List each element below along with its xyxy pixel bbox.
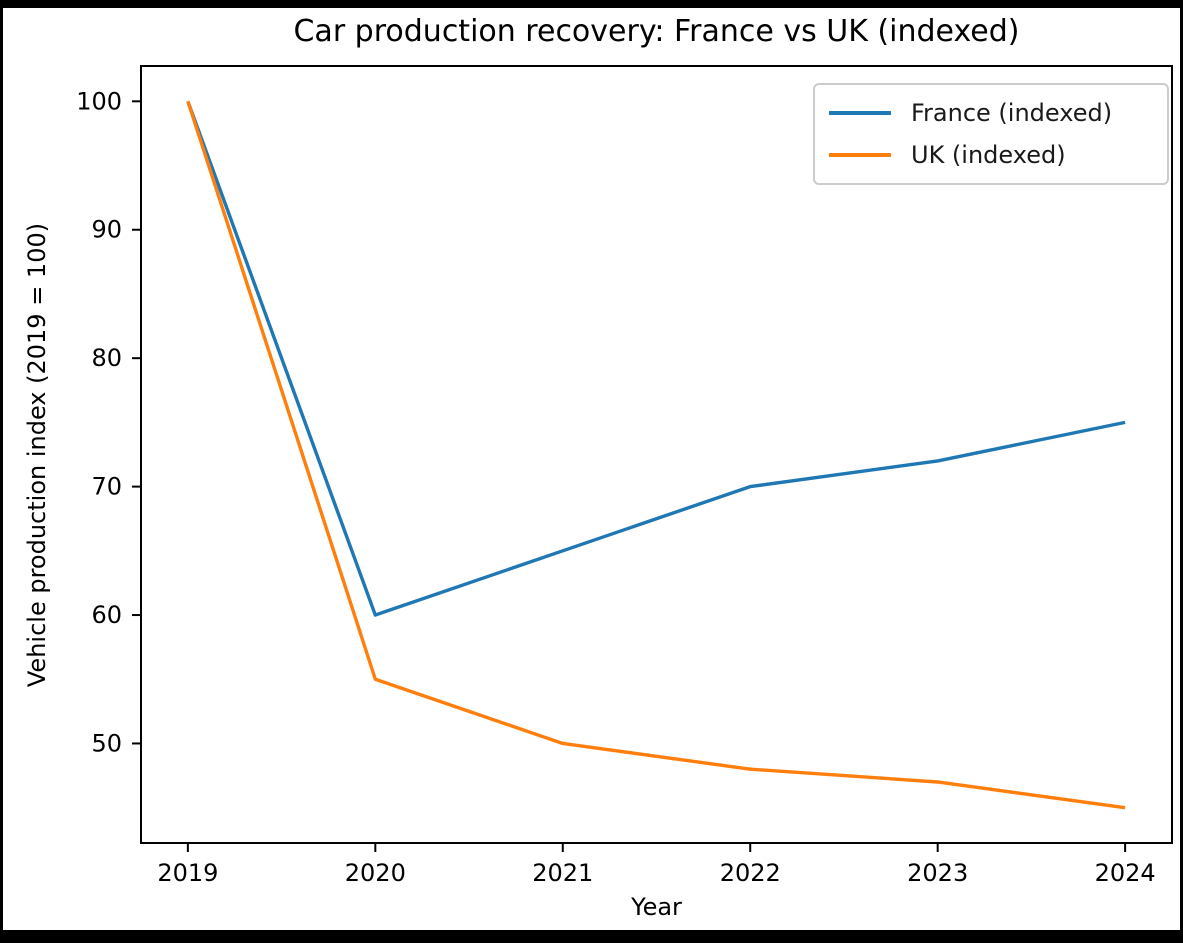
axes-frame	[140, 65, 1173, 844]
y-tick-label: 60	[91, 601, 122, 629]
x-tick-label: 2024	[1095, 859, 1156, 887]
y-tick-label: 50	[91, 729, 122, 757]
legend-line-uk-icon	[829, 153, 891, 157]
legend-label-uk: UK (indexed)	[911, 141, 1066, 169]
x-tick-label: 2021	[532, 859, 593, 887]
legend-item-uk: UK (indexed)	[829, 141, 1153, 169]
y-tick-label: 70	[91, 473, 122, 501]
legend-label-france: France (indexed)	[911, 99, 1113, 127]
chart-title: Car production recovery: France vs UK (i…	[293, 14, 1020, 49]
legend-line-france-icon	[829, 111, 891, 115]
y-tick-label: 80	[91, 344, 122, 372]
y-tick-label: 90	[91, 216, 122, 244]
x-tick-label: 2019	[157, 859, 218, 887]
legend-item-france: France (indexed)	[829, 99, 1153, 127]
x-axis-label: Year	[631, 893, 682, 921]
y-tick-label: 100	[76, 87, 122, 115]
x-tick-label: 2022	[720, 859, 781, 887]
data-line-france	[186, 100, 1126, 617]
x-tick-label: 2023	[907, 859, 968, 887]
x-tick-label: 2020	[345, 859, 406, 887]
legend: France (indexed) UK (indexed)	[813, 83, 1169, 185]
y-axis-label: Vehicle production index (2019 = 100)	[23, 222, 51, 688]
data-line-uk	[186, 100, 1126, 810]
